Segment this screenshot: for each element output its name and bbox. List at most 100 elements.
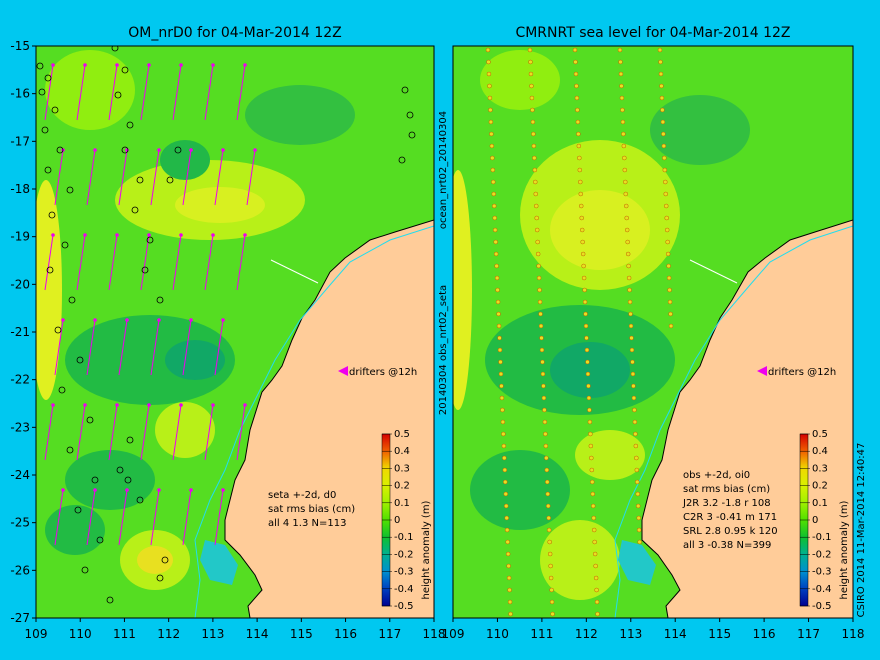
x-tick-label: 116 — [334, 627, 357, 641]
drifter-arrow-head — [221, 488, 225, 492]
altimeter-point — [550, 611, 555, 617]
left-anomaly-high — [175, 187, 265, 223]
altimeter-point — [626, 275, 632, 281]
altimeter-point — [485, 47, 491, 53]
left-anomaly-low — [45, 505, 105, 555]
altimeter-point — [491, 191, 497, 197]
obs-point — [116, 466, 124, 474]
altimeter-point — [666, 275, 672, 281]
obs-point — [131, 206, 139, 214]
obs-point — [76, 356, 84, 364]
drifter-arrow — [236, 234, 246, 291]
colorbar-tick-label: -0.2 — [394, 549, 414, 560]
obs-point — [38, 88, 46, 96]
altimeter-point — [504, 515, 509, 521]
y-tick-label: -26 — [10, 563, 30, 577]
obs-point — [121, 146, 129, 154]
obs-point — [124, 476, 132, 484]
altimeter-point — [633, 431, 638, 437]
left-obs-points — [36, 46, 416, 604]
altimeter-point — [594, 599, 600, 605]
altimeter-point — [630, 359, 635, 365]
altimeter-point — [588, 431, 593, 437]
altimeter-point — [531, 143, 537, 149]
right-stats-line: J2R 3.2 -1.8 r 108 — [682, 498, 771, 509]
obs-point — [51, 106, 59, 114]
altimeter-point — [576, 143, 582, 149]
drifter-arrow — [236, 404, 246, 461]
right-drifter-legend: drifters @12h — [768, 367, 836, 378]
altimeter-point — [661, 143, 667, 149]
altimeter-point — [545, 491, 551, 497]
left-anomaly-low — [160, 140, 210, 180]
drifter-arrow-head — [147, 403, 151, 407]
obs-point — [44, 166, 52, 174]
obs-point — [56, 146, 64, 154]
right-stats-line: SRL 2.8 0.95 k 120 — [683, 526, 778, 537]
right-drifter-legend-arrow — [757, 366, 767, 376]
obs-point — [141, 266, 149, 274]
altimeter-point — [575, 107, 580, 113]
drifter-arrow-head — [253, 148, 257, 152]
altimeter-point — [548, 575, 554, 581]
colorbar-tick-label: 0 — [812, 515, 818, 526]
altimeter-point — [625, 239, 630, 245]
obs-point — [126, 121, 134, 129]
x-tick-label: 114 — [664, 627, 687, 641]
altimeter-point — [636, 515, 641, 521]
drifter-arrow — [44, 404, 54, 461]
x-tick-label: 118 — [423, 627, 446, 641]
altimeter-point — [497, 347, 503, 353]
right-anomaly-low — [470, 450, 570, 530]
altimeter-point — [530, 107, 535, 113]
obs-point — [48, 211, 56, 219]
drifter-arrow-head — [179, 403, 183, 407]
obs-point — [96, 536, 104, 544]
altimeter-point — [535, 251, 541, 257]
drifter-arrow — [118, 319, 128, 376]
x-tick-label: 115 — [708, 627, 731, 641]
drifter-arrow-head — [93, 148, 97, 152]
altimeter-point — [495, 287, 500, 293]
drifter-arrow — [76, 234, 86, 291]
altimeter-point — [497, 335, 502, 341]
drifter-arrow-head — [115, 233, 119, 237]
drifter-arrow — [214, 149, 224, 206]
drifter-arrow — [204, 234, 214, 291]
obs-point — [166, 176, 174, 184]
altimeter-point — [591, 527, 597, 533]
altimeter-point — [579, 215, 584, 221]
altimeter-point — [542, 419, 548, 425]
y-tick-label: -17 — [10, 134, 30, 148]
x-tick-label: 110 — [69, 627, 92, 641]
colorbar-tick-label: -0.3 — [812, 567, 832, 578]
altimeter-point — [619, 95, 625, 101]
altimeter-point — [583, 311, 588, 317]
obs-point — [401, 86, 409, 94]
drifter-arrow — [44, 234, 54, 291]
drifter-arrow — [140, 404, 150, 461]
x-tick-label: 118 — [842, 627, 865, 641]
altimeter-point — [635, 503, 641, 509]
drifter-arrow-head — [157, 318, 161, 322]
altimeter-point — [626, 263, 631, 269]
altimeter-point — [489, 131, 494, 137]
obs-point — [408, 131, 416, 139]
drifter-arrow-head — [147, 233, 151, 237]
obs-point — [46, 266, 54, 274]
drifter-arrow — [204, 64, 214, 121]
drifter-arrow-head — [211, 63, 215, 67]
altimeter-point — [635, 479, 640, 485]
altimeter-point — [665, 251, 671, 257]
drifter-arrow — [214, 319, 224, 376]
drifter-arrow — [76, 64, 86, 121]
altimeter-point — [538, 323, 544, 329]
altimeter-point — [534, 215, 539, 221]
colorbar-tick-label: -0.4 — [394, 584, 414, 595]
colorbar-tick-label: -0.3 — [394, 567, 414, 578]
right-anomaly-low — [650, 95, 750, 165]
altimeter-point — [623, 203, 629, 209]
altimeter-point — [495, 299, 501, 305]
obs-point — [126, 436, 134, 444]
